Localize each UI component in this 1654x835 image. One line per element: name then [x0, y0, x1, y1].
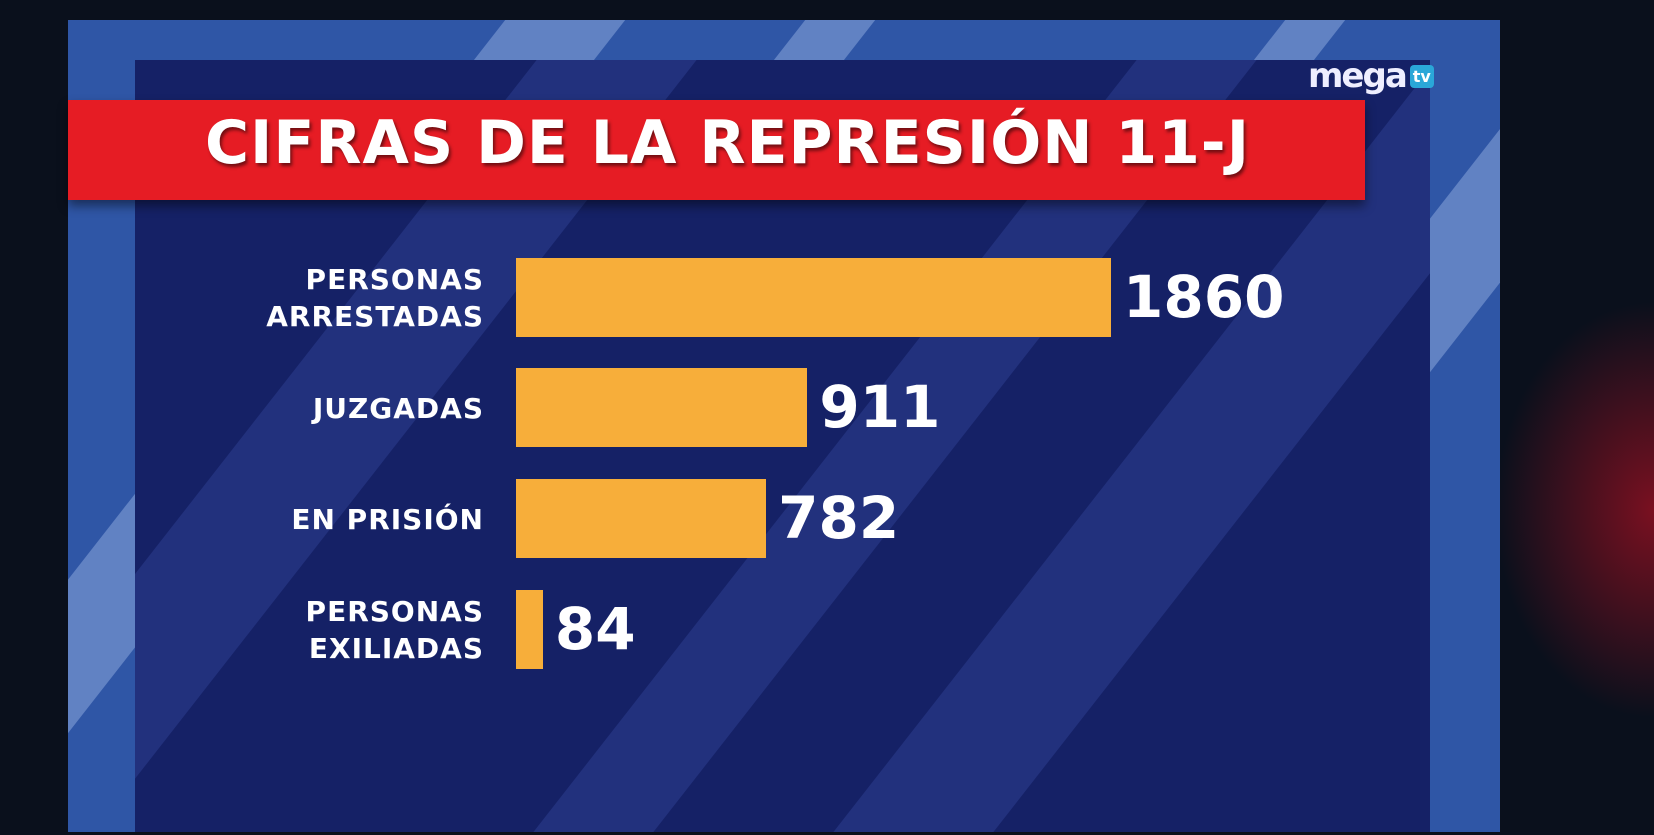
data-label: 911	[819, 373, 941, 441]
data-label: 1860	[1123, 263, 1285, 331]
background-glow	[1494, 300, 1654, 720]
bar	[516, 479, 767, 558]
data-label: 84	[554, 595, 636, 663]
category-label-line: EN PRISIÓN	[291, 502, 484, 536]
category-label-line: ARRESTADAS	[266, 300, 484, 333]
title-banner	[68, 100, 1365, 200]
category-label: PERSONAS ARRESTADAS	[266, 261, 484, 335]
chart-title: CIFRAS DE LA REPRESIÓN 11-J	[205, 108, 1251, 178]
mega-tv-logo: mega tv	[1308, 56, 1434, 96]
category-label-line: PERSONAS	[305, 595, 484, 628]
category-label: PERSONAS EXILIADAS	[306, 593, 484, 667]
category-label: JUZGADAS	[313, 390, 484, 427]
bar	[516, 368, 808, 447]
category-label-line: EXILIADAS	[308, 632, 484, 665]
bar	[516, 258, 1111, 337]
category-label: EN PRISIÓN	[291, 501, 484, 538]
category-label-line: PERSONAS	[305, 263, 484, 296]
data-label: 782	[778, 484, 900, 552]
bar	[516, 590, 543, 669]
category-label-line: JUZGADAS	[312, 391, 484, 425]
